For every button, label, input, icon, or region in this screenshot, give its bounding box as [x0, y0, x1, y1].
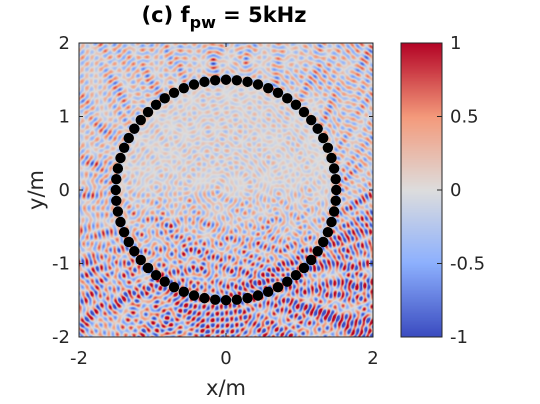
loudspeaker-marker	[159, 276, 170, 287]
y-axis: -2 -1 0 1 2	[52, 33, 373, 348]
colorbar-tick-label: 0.5	[450, 107, 479, 128]
loudspeaker-marker	[135, 254, 146, 266]
loudspeaker-marker	[220, 295, 232, 306]
loudspeaker-marker	[118, 226, 130, 238]
loudspeaker-marker	[159, 93, 170, 104]
loudspeaker-marker	[318, 236, 329, 248]
loudspeaker-marker	[231, 75, 243, 86]
loudspeaker-marker	[199, 292, 210, 304]
loudspeaker-marker	[298, 262, 310, 274]
loudspeaker-marker	[111, 195, 122, 207]
loudspeaker-marker	[135, 114, 146, 126]
loudspeaker-marker	[328, 206, 340, 217]
colorbar-tick-label: 1	[450, 33, 461, 54]
loudspeaker-marker	[262, 286, 274, 298]
colorbar-tick-label: -0.5	[450, 254, 485, 275]
y-tick-label: 1	[59, 107, 70, 128]
loudspeaker-marker	[242, 76, 253, 88]
y-tick-label: -1	[52, 254, 70, 275]
chart-title: (c) fpw = 5kHz	[142, 3, 307, 32]
loudspeaker-marker	[322, 226, 334, 238]
loudspeaker-marker	[312, 123, 323, 134]
sound-field-heatmap	[79, 43, 373, 337]
loudspeaker-marker	[178, 82, 190, 94]
loudspeaker-marker	[142, 262, 154, 274]
x-axis: -2 0 2	[70, 43, 379, 369]
loudspeaker-marker	[322, 142, 334, 154]
loudspeaker-marker	[282, 93, 293, 104]
loudspeaker-marker	[326, 152, 337, 164]
loudspeaker-marker	[115, 152, 126, 164]
loudspeaker-marker	[112, 206, 124, 217]
x-tick-label: 2	[367, 348, 378, 369]
loudspeaker-marker	[111, 173, 122, 185]
loudspeaker-marker	[118, 142, 130, 154]
loudspeaker-marker	[199, 76, 210, 88]
x-axis-label: x/m	[206, 376, 246, 400]
loudspeaker-marker	[209, 294, 221, 305]
y-tick-label: 0	[59, 180, 70, 201]
loudspeaker-marker	[242, 292, 253, 304]
loudspeaker-marker	[328, 163, 340, 174]
loudspeaker-marker	[282, 276, 293, 287]
loudspeaker-marker	[168, 87, 180, 98]
loudspeaker-marker	[150, 270, 162, 281]
y-tick-label: 2	[59, 33, 70, 54]
loudspeaker-marker	[129, 123, 140, 134]
loudspeaker-marker	[272, 87, 284, 98]
loudspeaker-marker	[168, 282, 180, 293]
loudspeaker-marker	[150, 99, 162, 110]
loudspeaker-marker	[326, 216, 337, 228]
loudspeaker-marker	[123, 132, 134, 144]
x-tick-label: -2	[70, 348, 88, 369]
colorbar-axis: -1 -0.5 0 0.5 1	[437, 33, 485, 348]
loudspeaker-marker	[231, 294, 243, 305]
loudspeaker-marker	[110, 184, 121, 196]
loudspeaker-marker	[331, 184, 342, 196]
loudspeaker-marker	[252, 79, 264, 90]
loudspeaker-marker	[330, 195, 341, 207]
loudspeaker-marker	[262, 82, 274, 94]
loudspeaker-marker	[112, 163, 124, 174]
loudspeaker-marker	[330, 173, 341, 185]
loudspeaker-marker	[318, 132, 329, 144]
loudspeaker-marker	[252, 290, 264, 301]
y-axis-label: y/m	[24, 170, 48, 210]
loudspeaker-array	[110, 74, 342, 306]
loudspeaker-marker	[188, 290, 200, 301]
loudspeaker-marker	[272, 282, 284, 293]
colorbar-tick-label: 0	[450, 180, 461, 201]
loudspeaker-marker	[290, 270, 302, 281]
loudspeaker-marker	[312, 246, 323, 257]
loudspeaker-marker	[209, 75, 221, 86]
loudspeaker-marker	[306, 114, 317, 126]
loudspeaker-marker	[188, 79, 200, 90]
loudspeaker-marker	[306, 254, 317, 266]
loudspeaker-marker	[123, 236, 134, 248]
colorbar	[401, 43, 442, 337]
colorbar-tick-label: -1	[450, 327, 468, 348]
loudspeaker-marker	[178, 286, 190, 298]
x-tick-label: 0	[220, 348, 231, 369]
loudspeaker-marker	[298, 106, 310, 118]
loudspeaker-marker	[115, 216, 126, 228]
y-tick-label: -2	[52, 327, 70, 348]
loudspeaker-marker	[142, 106, 154, 118]
loudspeaker-marker	[220, 74, 232, 85]
loudspeaker-marker	[129, 246, 140, 257]
loudspeaker-marker	[290, 99, 302, 110]
